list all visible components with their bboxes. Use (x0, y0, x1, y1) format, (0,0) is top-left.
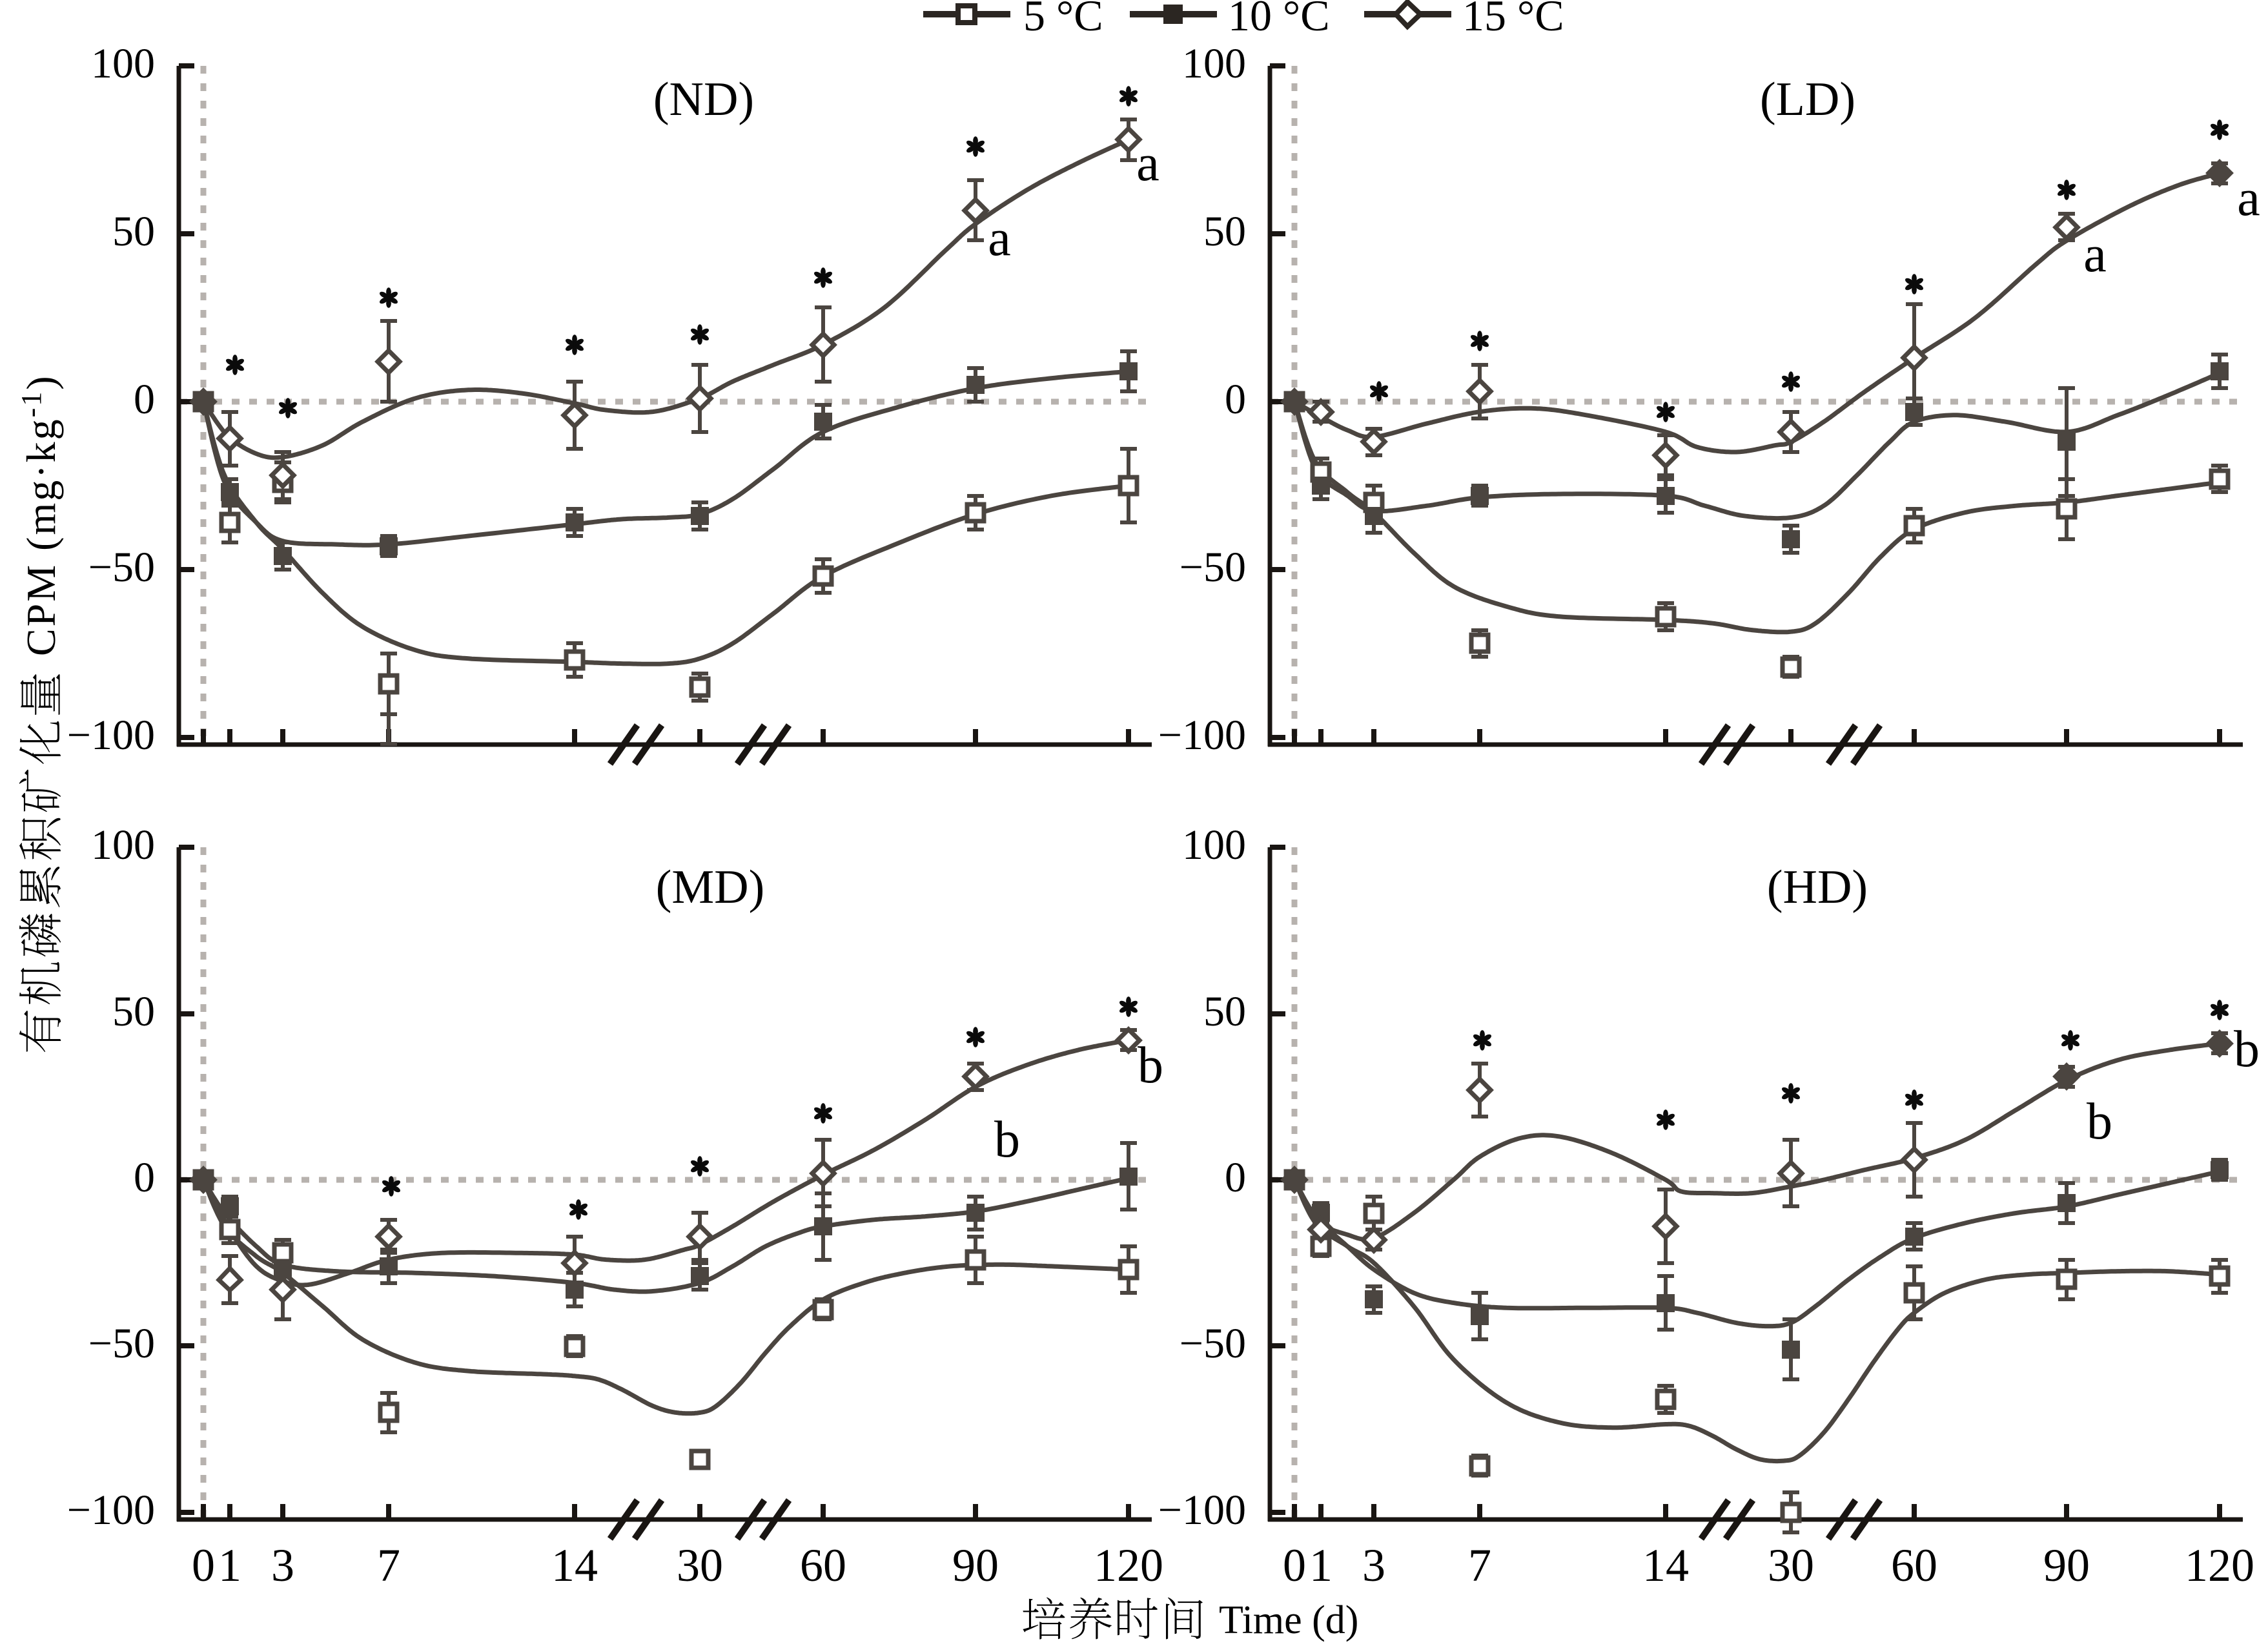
svg-text:14: 14 (551, 1540, 598, 1591)
svg-text:100: 100 (91, 40, 155, 87)
svg-text:CPM (mg·kg-1): CPM (mg·kg-1) (15, 374, 64, 656)
svg-text:1: 1 (1309, 1540, 1333, 1591)
svg-text:a: a (2083, 226, 2107, 283)
svg-text:a: a (988, 210, 1011, 267)
svg-text:−50: −50 (1180, 1320, 1246, 1367)
svg-text:a: a (1136, 135, 1160, 192)
svg-text:−100: −100 (67, 1487, 155, 1534)
svg-text:b: b (2087, 1093, 2112, 1150)
svg-text:0: 0 (1225, 376, 1246, 423)
svg-text:120: 120 (1094, 1540, 1163, 1591)
svg-text:0: 0 (192, 1540, 215, 1591)
svg-text:0: 0 (134, 1154, 155, 1201)
svg-text:b: b (994, 1111, 1020, 1168)
svg-text:b: b (2234, 1021, 2260, 1078)
svg-text:b: b (1138, 1037, 1163, 1094)
svg-text:(HD): (HD) (1767, 861, 1868, 914)
svg-text:−100: −100 (1158, 1487, 1246, 1534)
svg-text:100: 100 (1182, 821, 1246, 869)
svg-text:50: 50 (112, 988, 155, 1035)
svg-text:14: 14 (1642, 1540, 1689, 1591)
svg-text:(ND): (ND) (653, 73, 754, 126)
svg-text:−100: −100 (1158, 712, 1246, 759)
svg-text:30: 30 (1768, 1540, 1814, 1591)
svg-text:(LD): (LD) (1760, 73, 1855, 126)
svg-text:−50: −50 (88, 1320, 155, 1367)
svg-text:0: 0 (1283, 1540, 1306, 1591)
svg-text:3: 3 (271, 1540, 294, 1591)
svg-text:10 °C: 10 °C (1228, 0, 1330, 40)
svg-text:50: 50 (1203, 208, 1246, 255)
svg-text:7: 7 (1468, 1540, 1491, 1591)
svg-text:60: 60 (1891, 1540, 1937, 1591)
svg-text:90: 90 (952, 1540, 999, 1591)
svg-text:15 °C: 15 °C (1462, 0, 1564, 40)
svg-text:(MD): (MD) (656, 861, 765, 914)
svg-text:5 °C: 5 °C (1023, 0, 1103, 40)
svg-text:Time (d): Time (d) (1219, 1598, 1358, 1642)
svg-text:100: 100 (91, 821, 155, 869)
svg-text:120: 120 (2185, 1540, 2254, 1591)
svg-text:3: 3 (1362, 1540, 1385, 1591)
svg-text:0: 0 (134, 376, 155, 423)
svg-text:100: 100 (1182, 40, 1246, 87)
svg-text:60: 60 (800, 1540, 846, 1591)
svg-text:50: 50 (112, 208, 155, 255)
svg-text:7: 7 (377, 1540, 400, 1591)
svg-text:−100: −100 (67, 712, 155, 759)
svg-text:30: 30 (677, 1540, 723, 1591)
svg-text:0: 0 (1225, 1154, 1246, 1201)
svg-text:50: 50 (1203, 988, 1246, 1035)
svg-text:90: 90 (2043, 1540, 2090, 1591)
svg-text:−50: −50 (1180, 544, 1246, 591)
svg-text:a: a (2237, 170, 2260, 227)
svg-text:1: 1 (218, 1540, 241, 1591)
svg-text:−50: −50 (88, 544, 155, 591)
